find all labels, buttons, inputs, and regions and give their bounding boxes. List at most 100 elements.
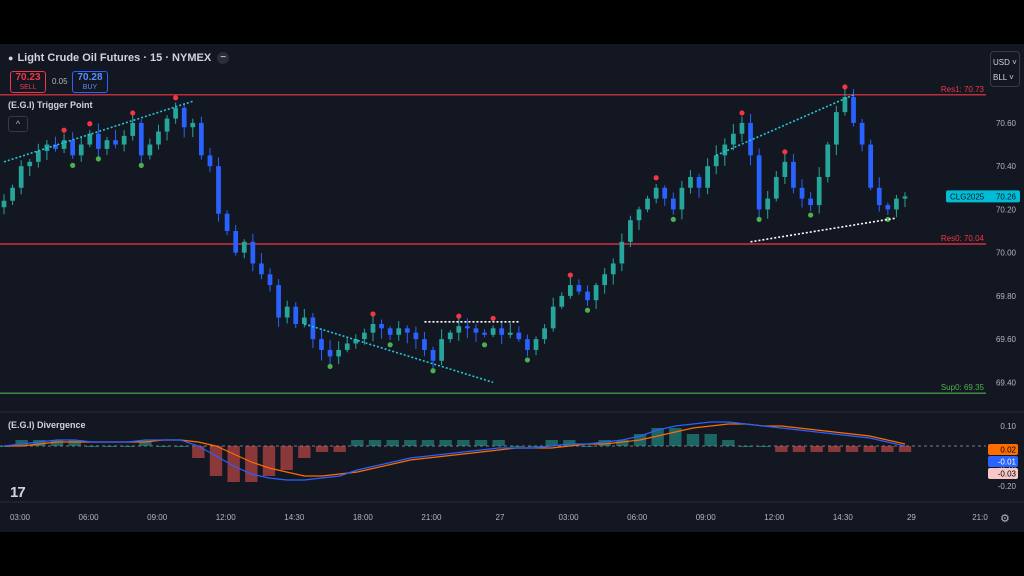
candle-body <box>645 198 650 210</box>
symbol-title[interactable]: ● Light Crude Oil Futures · 15 · NYMEX − <box>8 52 230 65</box>
candle-body <box>233 231 239 253</box>
currency-select[interactable]: USD ˅ <box>993 58 1017 67</box>
pivot-low-marker <box>481 342 488 348</box>
pivot-low-marker <box>756 216 762 223</box>
chevron-down-icon: ˅ <box>1009 73 1014 82</box>
histogram-bar <box>50 440 64 446</box>
macd-line <box>3 421 906 481</box>
price-tick-label: 69.60 <box>996 335 1017 344</box>
tradingview-logo-icon[interactable]: 17 <box>10 484 26 501</box>
candle-body <box>293 306 299 324</box>
indicator-trigger-title[interactable]: (E.G.I) Trigger Point <box>8 100 93 110</box>
histogram-bar <box>103 446 117 447</box>
candle-body <box>670 198 676 210</box>
candle-body <box>885 205 891 210</box>
histogram-bar <box>156 446 170 447</box>
candle-body <box>319 339 324 350</box>
candle-body <box>808 198 813 206</box>
currency-unit-selector[interactable]: USD ˅ BLL ˅ <box>990 51 1020 87</box>
candle-body <box>722 144 728 156</box>
unit-select[interactable]: BLL ˅ <box>993 73 1014 82</box>
buy-button[interactable]: 70.28 BUY <box>72 71 108 93</box>
sell-button[interactable]: 70.23 SELL <box>10 71 46 93</box>
collapse-button[interactable]: ^ <box>8 116 28 132</box>
chart-canvas[interactable]: 70.60 70.40 70.20 70.00 69.80 69.60 69.40 Res1:… <box>0 44 1024 532</box>
time-tick-label: 03:00 <box>10 513 31 522</box>
pivot-low-marker <box>808 212 814 218</box>
chevron-down-icon: ˅ <box>1012 58 1017 67</box>
candle-body <box>713 155 719 167</box>
candle-body <box>35 151 41 162</box>
candle-body <box>413 332 419 340</box>
candle-body <box>782 161 788 177</box>
histogram-bar <box>792 446 806 452</box>
histogram-bar <box>686 434 700 446</box>
histogram-bar <box>704 434 717 446</box>
pivot-low-marker <box>885 216 891 223</box>
candle-body <box>130 122 136 136</box>
candle-body <box>396 328 402 335</box>
indicator-divergence-title[interactable]: (E.G.I) Divergence <box>8 420 86 430</box>
osc-value-badge <box>988 468 1018 479</box>
candle-body <box>18 166 24 188</box>
candle-body <box>207 155 213 167</box>
candle-body <box>499 328 505 335</box>
candle-body <box>96 133 101 149</box>
symbol-tag-label: CLG2025 <box>950 192 985 201</box>
candle-body <box>344 343 350 350</box>
candle-body <box>78 144 84 156</box>
candle-body <box>276 285 281 318</box>
candle-body <box>267 274 273 286</box>
candle-body <box>241 241 247 253</box>
candle-body <box>516 332 522 340</box>
histogram-bar <box>527 446 541 447</box>
candle-body <box>121 135 127 145</box>
time-tick-label: 12:00 <box>764 513 785 522</box>
pivot-low-marker <box>430 368 436 374</box>
candle-body <box>851 96 856 123</box>
candle-body <box>70 140 76 156</box>
candle-body <box>379 324 384 329</box>
candle-body <box>164 118 170 132</box>
trend-dotted-line <box>715 94 854 157</box>
candle-body <box>542 328 547 340</box>
candle-body <box>53 144 58 149</box>
candle-body <box>748 122 753 156</box>
candle-body <box>370 324 376 333</box>
sell-price: 70.23 <box>15 72 41 83</box>
candle-body <box>859 122 865 145</box>
candle-body <box>250 241 256 264</box>
trend-dotted-line <box>750 217 897 243</box>
histogram-bar <box>757 446 770 447</box>
pivot-low-marker <box>70 162 76 168</box>
candle-body <box>791 161 796 188</box>
candle-body <box>525 339 530 350</box>
candle-body <box>27 161 33 167</box>
candle-body <box>593 285 599 301</box>
title-text: Light Crude Oil Futures · 15 · NYMEX <box>17 52 212 64</box>
candle-body <box>113 140 118 145</box>
candle-body <box>833 112 839 145</box>
candle-body <box>10 187 15 201</box>
time-tick-label: 14:30 <box>833 513 854 522</box>
pivot-high-marker <box>739 110 745 116</box>
osc-tick-label: 0.10 <box>1000 422 1016 431</box>
time-tick-label: 03:00 <box>559 513 580 522</box>
candle-body <box>696 176 702 188</box>
settings-icon[interactable]: ⚙ <box>1000 513 1010 525</box>
histogram-bar <box>333 446 346 452</box>
histogram-bar <box>404 440 417 446</box>
pivot-high-marker <box>61 127 67 133</box>
histogram-bar <box>545 440 558 446</box>
candle-body <box>705 166 710 188</box>
candle-body <box>181 107 187 128</box>
candle-body <box>636 209 642 221</box>
histogram-bar <box>739 446 753 447</box>
spread-value: 0.05 <box>52 77 68 86</box>
histogram-bar <box>386 440 399 446</box>
histogram-bar <box>209 446 223 476</box>
minimize-icon[interactable]: − <box>217 52 230 65</box>
price-tick-label: 70.60 <box>996 119 1017 128</box>
candle-body <box>816 176 822 206</box>
histogram-bar <box>15 440 28 446</box>
